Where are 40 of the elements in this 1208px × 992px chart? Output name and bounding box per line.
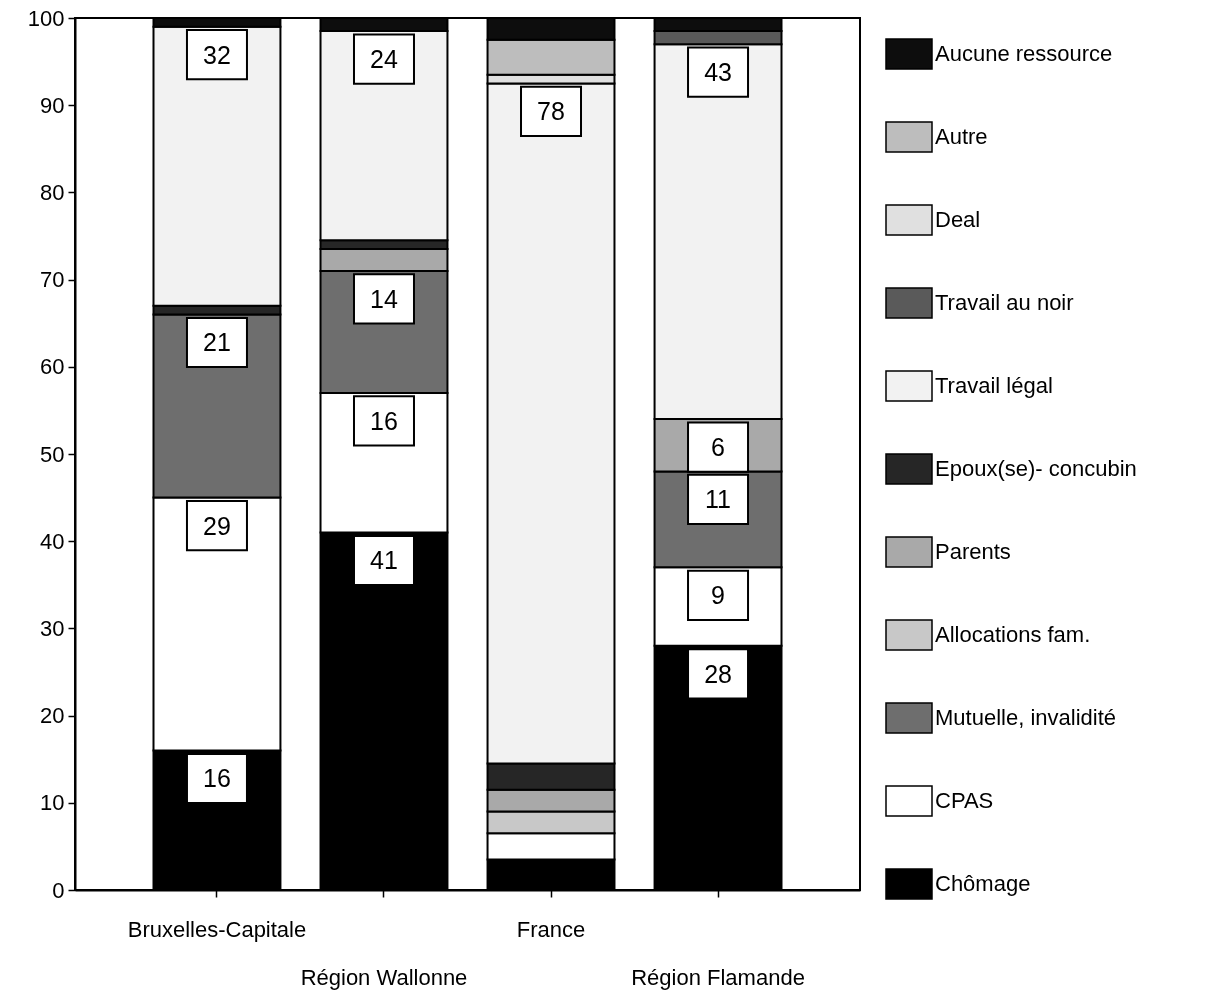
data-label: 16 bbox=[203, 764, 231, 793]
legend-label: Epoux(se)- concubin bbox=[935, 456, 1137, 481]
data-label: 24 bbox=[370, 45, 398, 74]
x-tick-label: Bruxelles-Capitale bbox=[127, 916, 307, 942]
y-tick-label: 30 bbox=[40, 615, 65, 641]
legend-label: Travail légal bbox=[935, 373, 1053, 398]
legend-label: Allocations fam. bbox=[935, 622, 1091, 647]
legend-label: CPAS bbox=[935, 788, 994, 813]
y-tick-label: 60 bbox=[40, 354, 65, 380]
legend-label: Aucune ressource bbox=[935, 41, 1113, 66]
y-tick-label: 90 bbox=[40, 92, 65, 118]
y-tick-label: 50 bbox=[40, 441, 65, 467]
legend-label: Autre bbox=[935, 124, 988, 149]
data-label: 41 bbox=[370, 546, 398, 575]
legend-label: Deal bbox=[935, 207, 981, 232]
data-label: 11 bbox=[705, 485, 732, 514]
legend-label: Mutuelle, invalidité bbox=[935, 705, 1116, 730]
y-tick-label: 100 bbox=[27, 5, 65, 31]
legend-label: Chômage bbox=[935, 871, 1031, 896]
legend-label: Travail au noir bbox=[935, 290, 1074, 315]
data-label: 43 bbox=[704, 58, 732, 87]
legend-label: Parents bbox=[935, 539, 1011, 564]
y-tick-label: 70 bbox=[40, 267, 65, 293]
y-tick-label: 0 bbox=[52, 877, 65, 903]
data-label: 14 bbox=[370, 284, 398, 313]
data-label: 78 bbox=[537, 97, 565, 126]
x-tick-label: Région Wallonne bbox=[300, 964, 468, 990]
y-tick-label: 10 bbox=[40, 790, 65, 816]
x-tick-label: France bbox=[516, 916, 586, 942]
data-label: 21 bbox=[203, 328, 231, 357]
data-label: 32 bbox=[203, 40, 231, 69]
data-label: 29 bbox=[203, 511, 231, 540]
x-tick-label: Région Flamande bbox=[631, 964, 805, 990]
data-label: 28 bbox=[704, 659, 732, 688]
y-tick-label: 40 bbox=[40, 528, 65, 554]
data-label: 9 bbox=[711, 581, 725, 610]
y-tick-label: 20 bbox=[40, 703, 65, 729]
data-label: 16 bbox=[370, 406, 398, 435]
y-tick-label: 80 bbox=[40, 179, 65, 205]
data-label: 6 bbox=[711, 433, 725, 462]
